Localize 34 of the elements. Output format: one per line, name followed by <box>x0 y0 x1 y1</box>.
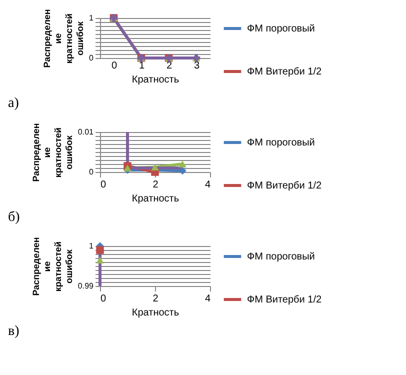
point <box>178 160 186 168</box>
text: в) <box>8 324 20 339</box>
legend-label: ФМ пороговый <box>247 24 315 34</box>
y-tick-label: 1 <box>89 242 94 250</box>
x-tick-label: 4 <box>204 294 211 304</box>
x-tick-label: 0 <box>100 294 106 304</box>
x-axis-title: Кратность <box>132 194 180 204</box>
text: б) <box>8 210 20 225</box>
text: ФМ Витерби 1/2 <box>247 180 322 192</box>
x-tick-label: 4 <box>204 180 211 190</box>
y-axis-title: Распределение кратностей ошибок <box>42 9 86 68</box>
x-axis-title: Кратность <box>132 308 180 318</box>
y-tick-label: 1 <box>89 14 94 22</box>
point <box>124 164 132 172</box>
y-axis-title: Распределение кратностей ошибок <box>30 123 74 182</box>
x-tick-label: 1 <box>138 60 145 72</box>
y-axis-title: Распределение кратностей ошибок <box>30 237 74 296</box>
text: ФМ пороговый <box>247 138 315 148</box>
x-tick-label: 2 <box>152 294 159 304</box>
text: а) <box>8 96 20 111</box>
y-tick-label: 0.01 <box>78 128 94 136</box>
x-tick-label: 2 <box>152 180 159 190</box>
y-tick-label: 0 <box>89 54 94 62</box>
y-tick-label: 0.99 <box>78 282 94 290</box>
legend-label: ФМ Витерби 1/2 <box>247 294 322 306</box>
legend-label: ФМ Витерби 1/2 <box>247 66 322 78</box>
point <box>151 164 159 171</box>
x-tick-label: 0 <box>111 60 118 72</box>
x-tick-label: 2 <box>166 60 172 72</box>
y-tick-label: 0 <box>89 168 94 176</box>
x-tick-label: 0 <box>100 180 106 190</box>
x-tick-label: 3 <box>194 60 200 72</box>
legend-label: ФМ пороговый <box>247 252 315 262</box>
x-axis-title: Кратность <box>132 74 180 86</box>
